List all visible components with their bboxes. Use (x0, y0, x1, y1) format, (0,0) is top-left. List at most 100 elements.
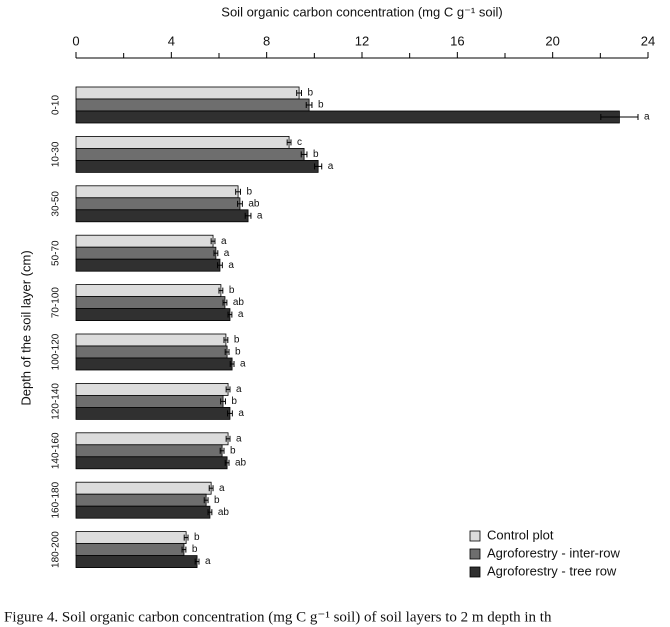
bar (75, 505, 211, 519)
bar (75, 345, 228, 359)
bar (75, 296, 226, 310)
error-bar (183, 534, 189, 541)
data-label: ab (235, 457, 247, 468)
bar (75, 135, 290, 149)
data-label: a (236, 433, 242, 444)
data-label: b (307, 88, 313, 99)
bar (75, 357, 233, 371)
bar (75, 147, 305, 161)
data-label: b (318, 100, 324, 111)
data-label: a (224, 248, 230, 259)
bar (75, 110, 620, 124)
legend-label: Agroforestry - inter-row (487, 545, 621, 560)
x-tick-label: 16 (450, 33, 464, 48)
error-bar (296, 90, 302, 96)
bar (75, 258, 221, 272)
bar (75, 284, 222, 298)
error-bar (222, 299, 228, 306)
data-label: b (313, 149, 319, 160)
bar (75, 159, 319, 173)
error-bar (229, 361, 235, 367)
bar (75, 185, 239, 199)
data-label: b (229, 285, 235, 296)
chart-title: Soil organic carbon concentration (mg C … (221, 4, 502, 19)
error-bar (227, 410, 233, 417)
bar (75, 86, 300, 100)
data-label: a (644, 112, 650, 123)
data-label: a (238, 309, 244, 320)
error-bar (220, 398, 226, 405)
data-label: b (214, 495, 220, 506)
x-tick-label: 24 (641, 33, 655, 48)
bar (75, 382, 229, 396)
error-bar (286, 139, 292, 146)
error-bar (237, 200, 243, 207)
data-label: a (257, 210, 263, 221)
x-tick-label: 12 (355, 33, 369, 48)
y-tick-label: 180-200 (51, 531, 62, 568)
y-axis-label: Depth of the soil layer (cm) (18, 250, 33, 405)
y-tick-label: 70-100 (51, 287, 62, 319)
legend-swatch (469, 548, 481, 560)
bar (75, 531, 187, 544)
bar (75, 209, 249, 223)
data-label: ab (233, 297, 245, 308)
x-tick-label: 4 (168, 33, 175, 48)
error-bar (224, 459, 230, 466)
error-bar (223, 337, 229, 343)
x-tick-label: 20 (545, 33, 559, 48)
data-label: b (194, 532, 200, 543)
bar (75, 432, 229, 446)
data-label: a (221, 236, 227, 247)
bar (75, 308, 231, 322)
bar (75, 246, 217, 260)
data-label: b (235, 347, 241, 358)
error-bar (235, 188, 241, 195)
error-bar (207, 509, 213, 516)
error-bar (213, 250, 219, 257)
y-tick-label: 160-180 (51, 481, 62, 518)
data-label: a (219, 483, 225, 494)
data-label: a (236, 384, 242, 395)
y-tick-label: 50-70 (51, 240, 62, 266)
legend-label: Agroforestry - tree row (487, 563, 617, 578)
error-bar (194, 558, 200, 565)
bar (75, 444, 223, 458)
legend-swatch (469, 566, 481, 578)
bar (75, 555, 198, 568)
data-label: a (228, 260, 234, 271)
caption: Figure 4. Soil organic carbon concentrat… (4, 609, 552, 625)
bar (75, 197, 241, 211)
data-label: a (238, 408, 244, 419)
data-label: b (230, 445, 236, 456)
bar (75, 333, 227, 347)
bar (75, 493, 207, 507)
data-label: ab (248, 198, 260, 209)
error-bar (305, 102, 313, 108)
error-bar (218, 287, 224, 294)
error-bar (224, 349, 230, 355)
error-bar (227, 311, 233, 318)
data-label: b (231, 396, 237, 407)
bar (75, 394, 224, 408)
y-tick-label: 120-140 (51, 383, 62, 420)
bar (75, 481, 212, 495)
data-label: b (234, 335, 240, 346)
y-tick-label: 10-30 (51, 141, 62, 167)
x-tick-label: 8 (263, 33, 270, 48)
error-bar (300, 151, 308, 158)
y-tick-label: 0-10 (51, 95, 62, 115)
bar (75, 543, 185, 556)
y-tick-label: 100-120 (51, 333, 62, 370)
bar (75, 456, 228, 470)
error-bar (210, 238, 216, 245)
data-label: a (205, 556, 211, 567)
data-label: a (240, 359, 246, 370)
error-bar (203, 497, 209, 504)
bar (75, 98, 310, 112)
y-tick-label: 30-50 (51, 191, 62, 217)
legend-swatch (469, 530, 481, 542)
data-label: a (328, 161, 334, 172)
error-bar (600, 114, 639, 120)
x-tick-label: 0 (72, 33, 79, 48)
